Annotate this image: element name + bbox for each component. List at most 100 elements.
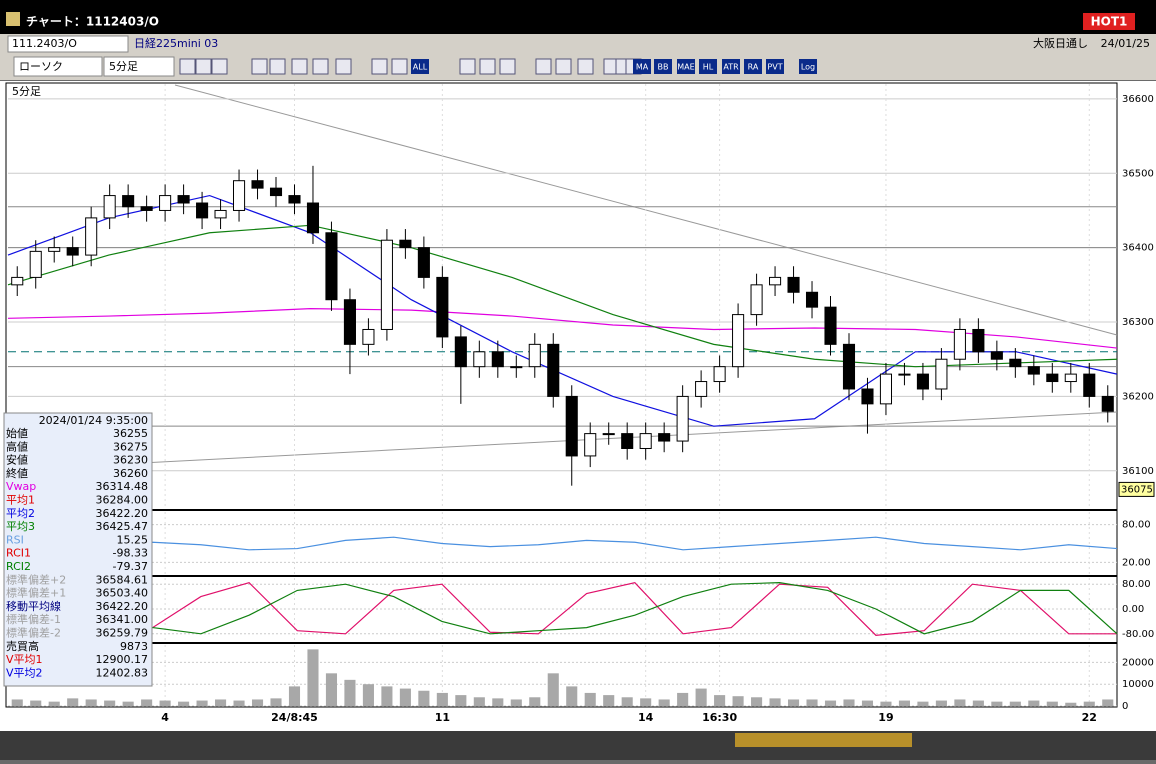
tool-button-label[interactable]: ALL	[413, 63, 428, 72]
volume-bar	[362, 684, 374, 706]
candle-body	[343, 299, 356, 345]
candle-body	[362, 328, 375, 345]
indicator-line	[7, 536, 1118, 551]
scrollbar[interactable]	[0, 731, 1156, 760]
tool-icon[interactable]	[251, 58, 268, 75]
info-label: 標準偏差+1	[6, 586, 66, 600]
volume-bar	[233, 700, 245, 706]
tool-button-label[interactable]: PVT	[767, 63, 782, 72]
symbol-input[interactable]	[7, 35, 129, 53]
volume-bar	[455, 695, 467, 706]
interval-select[interactable]	[103, 56, 175, 77]
info-label: 標準偏差-1	[6, 612, 61, 626]
price-marker	[1118, 481, 1155, 497]
tool-icon[interactable]	[391, 58, 408, 75]
candle-body	[140, 206, 153, 211]
info-value: 36503.40	[96, 587, 149, 600]
candle-body	[1046, 373, 1059, 383]
tool-icon[interactable]	[291, 58, 308, 75]
info-value: 36259.79	[96, 627, 149, 640]
tool-button[interactable]	[744, 59, 762, 74]
tool-icon[interactable]	[555, 58, 572, 75]
candle-body	[29, 250, 42, 278]
tool-icon[interactable]	[179, 58, 196, 75]
tool-button[interactable]	[633, 59, 651, 74]
tool-icon[interactable]	[459, 58, 476, 75]
app-icon	[6, 12, 20, 26]
info-value: 36425.47	[96, 520, 149, 533]
y-tick-label: 36100	[1122, 466, 1154, 477]
info-label: RCI2	[6, 560, 31, 573]
volume-bar	[991, 701, 1003, 706]
y-tick-label: 36400	[1122, 243, 1154, 254]
hot-label[interactable]: HOT1	[1091, 15, 1128, 29]
y-tick-label: 80.00	[1122, 520, 1151, 531]
tool-icon[interactable]	[371, 58, 388, 75]
volume-bar	[67, 698, 79, 706]
tool-button[interactable]	[766, 59, 784, 74]
candle-body	[769, 276, 782, 286]
tool-button-label[interactable]: RA	[748, 63, 759, 72]
y-tick-label: 80.00	[1122, 579, 1151, 590]
indicator-line	[7, 580, 1117, 636]
hot-button[interactable]	[1083, 13, 1135, 30]
y-tick-label: 20000	[1122, 657, 1154, 668]
tool-icon[interactable]	[195, 58, 212, 75]
style-select[interactable]	[13, 56, 103, 77]
y-tick-label: 36500	[1122, 168, 1154, 179]
tool-icon[interactable]	[577, 58, 594, 75]
candle-body	[528, 343, 541, 368]
x-tick-label: 4	[161, 711, 169, 724]
volume-bar	[824, 700, 837, 706]
tool-icon[interactable]	[535, 58, 552, 75]
tool-button-label[interactable]: MAE	[677, 63, 694, 72]
interval-label[interactable]: 5分足	[109, 60, 138, 73]
candle-body	[879, 373, 893, 405]
tool-button[interactable]	[411, 59, 429, 74]
tool-button-label[interactable]: HL	[703, 63, 714, 72]
tool-button[interactable]	[722, 59, 740, 74]
volume-bar	[843, 699, 855, 706]
volume-bar	[954, 699, 966, 706]
tool-button-label[interactable]: MA	[636, 63, 649, 72]
candle-body	[417, 247, 430, 278]
tool-button-label[interactable]: Log	[801, 63, 815, 72]
volume-bar	[677, 692, 689, 706]
scroll-thumb[interactable]	[735, 733, 912, 747]
volume-bar	[251, 699, 264, 706]
tool-icon[interactable]	[312, 58, 329, 75]
tool-button-label[interactable]: ATR	[723, 63, 739, 72]
tool-button[interactable]	[677, 59, 695, 74]
volume-bar	[1028, 700, 1040, 706]
y-tick-label: 36600	[1122, 94, 1154, 105]
candle-body	[85, 217, 98, 256]
volume-bar	[307, 649, 319, 706]
tool-button[interactable]	[699, 59, 717, 74]
tool-button[interactable]	[654, 59, 672, 74]
candle-body	[787, 276, 800, 293]
volume-bar	[1083, 701, 1095, 706]
info-value: 36260	[113, 467, 148, 480]
info-value: 36275	[113, 440, 148, 453]
candle-body	[621, 433, 634, 449]
y-tick-label: 20.00	[1122, 557, 1151, 568]
panel-title: 5分足	[12, 85, 41, 98]
symbol-code[interactable]: 111.2403/O	[12, 37, 77, 50]
tool-button[interactable]	[799, 59, 817, 74]
style-label[interactable]: ローソク	[19, 60, 63, 73]
tool-icon[interactable]	[269, 58, 286, 75]
candle-body	[491, 351, 504, 368]
tool-button-label[interactable]: BB	[658, 63, 669, 72]
info-value: 36584.61	[96, 573, 149, 586]
volume-bar	[880, 701, 892, 706]
x-tick-label: 11	[435, 711, 450, 724]
x-tick-label: 16:30	[702, 711, 737, 724]
info-panel	[3, 412, 153, 687]
candle-body	[658, 433, 671, 442]
tool-icon[interactable]	[479, 58, 496, 75]
info-label: 終値	[6, 466, 28, 480]
candle-body	[602, 433, 615, 436]
tool-icon[interactable]	[335, 58, 352, 75]
tool-icon[interactable]	[211, 58, 228, 75]
tool-icon[interactable]	[499, 58, 516, 75]
